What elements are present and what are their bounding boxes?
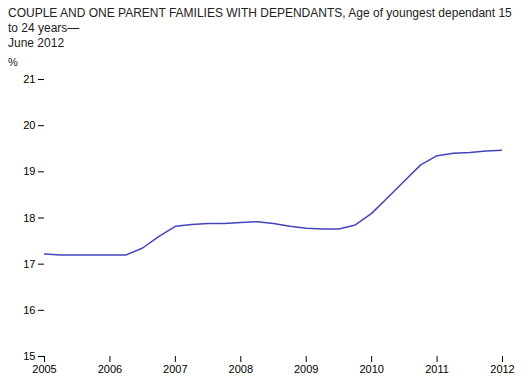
svg-text:15: 15 [23,350,35,362]
svg-text:2009: 2009 [294,363,318,375]
svg-text:2011: 2011 [425,363,449,375]
svg-text:2006: 2006 [98,363,122,375]
svg-text:2010: 2010 [359,363,383,375]
svg-text:17: 17 [23,258,35,270]
html-text:COUPLE AND ONE PARENT FAMILIES: COUPLE AND ONE PARENT FAMILIES WITH DEPE… [8,6,512,35]
svg-text:2007: 2007 [163,363,187,375]
svg-text:20: 20 [23,119,35,131]
svg-text:2008: 2008 [229,363,253,375]
svg-text:19: 19 [23,165,35,177]
svg-text:2005: 2005 [32,363,56,375]
svg-text:18: 18 [23,212,35,224]
svg-text:21: 21 [23,73,35,85]
svg-text:16: 16 [23,304,35,316]
svg-text:2012: 2012 [490,363,514,375]
html-text:June 2012: June 2012 [8,36,65,50]
